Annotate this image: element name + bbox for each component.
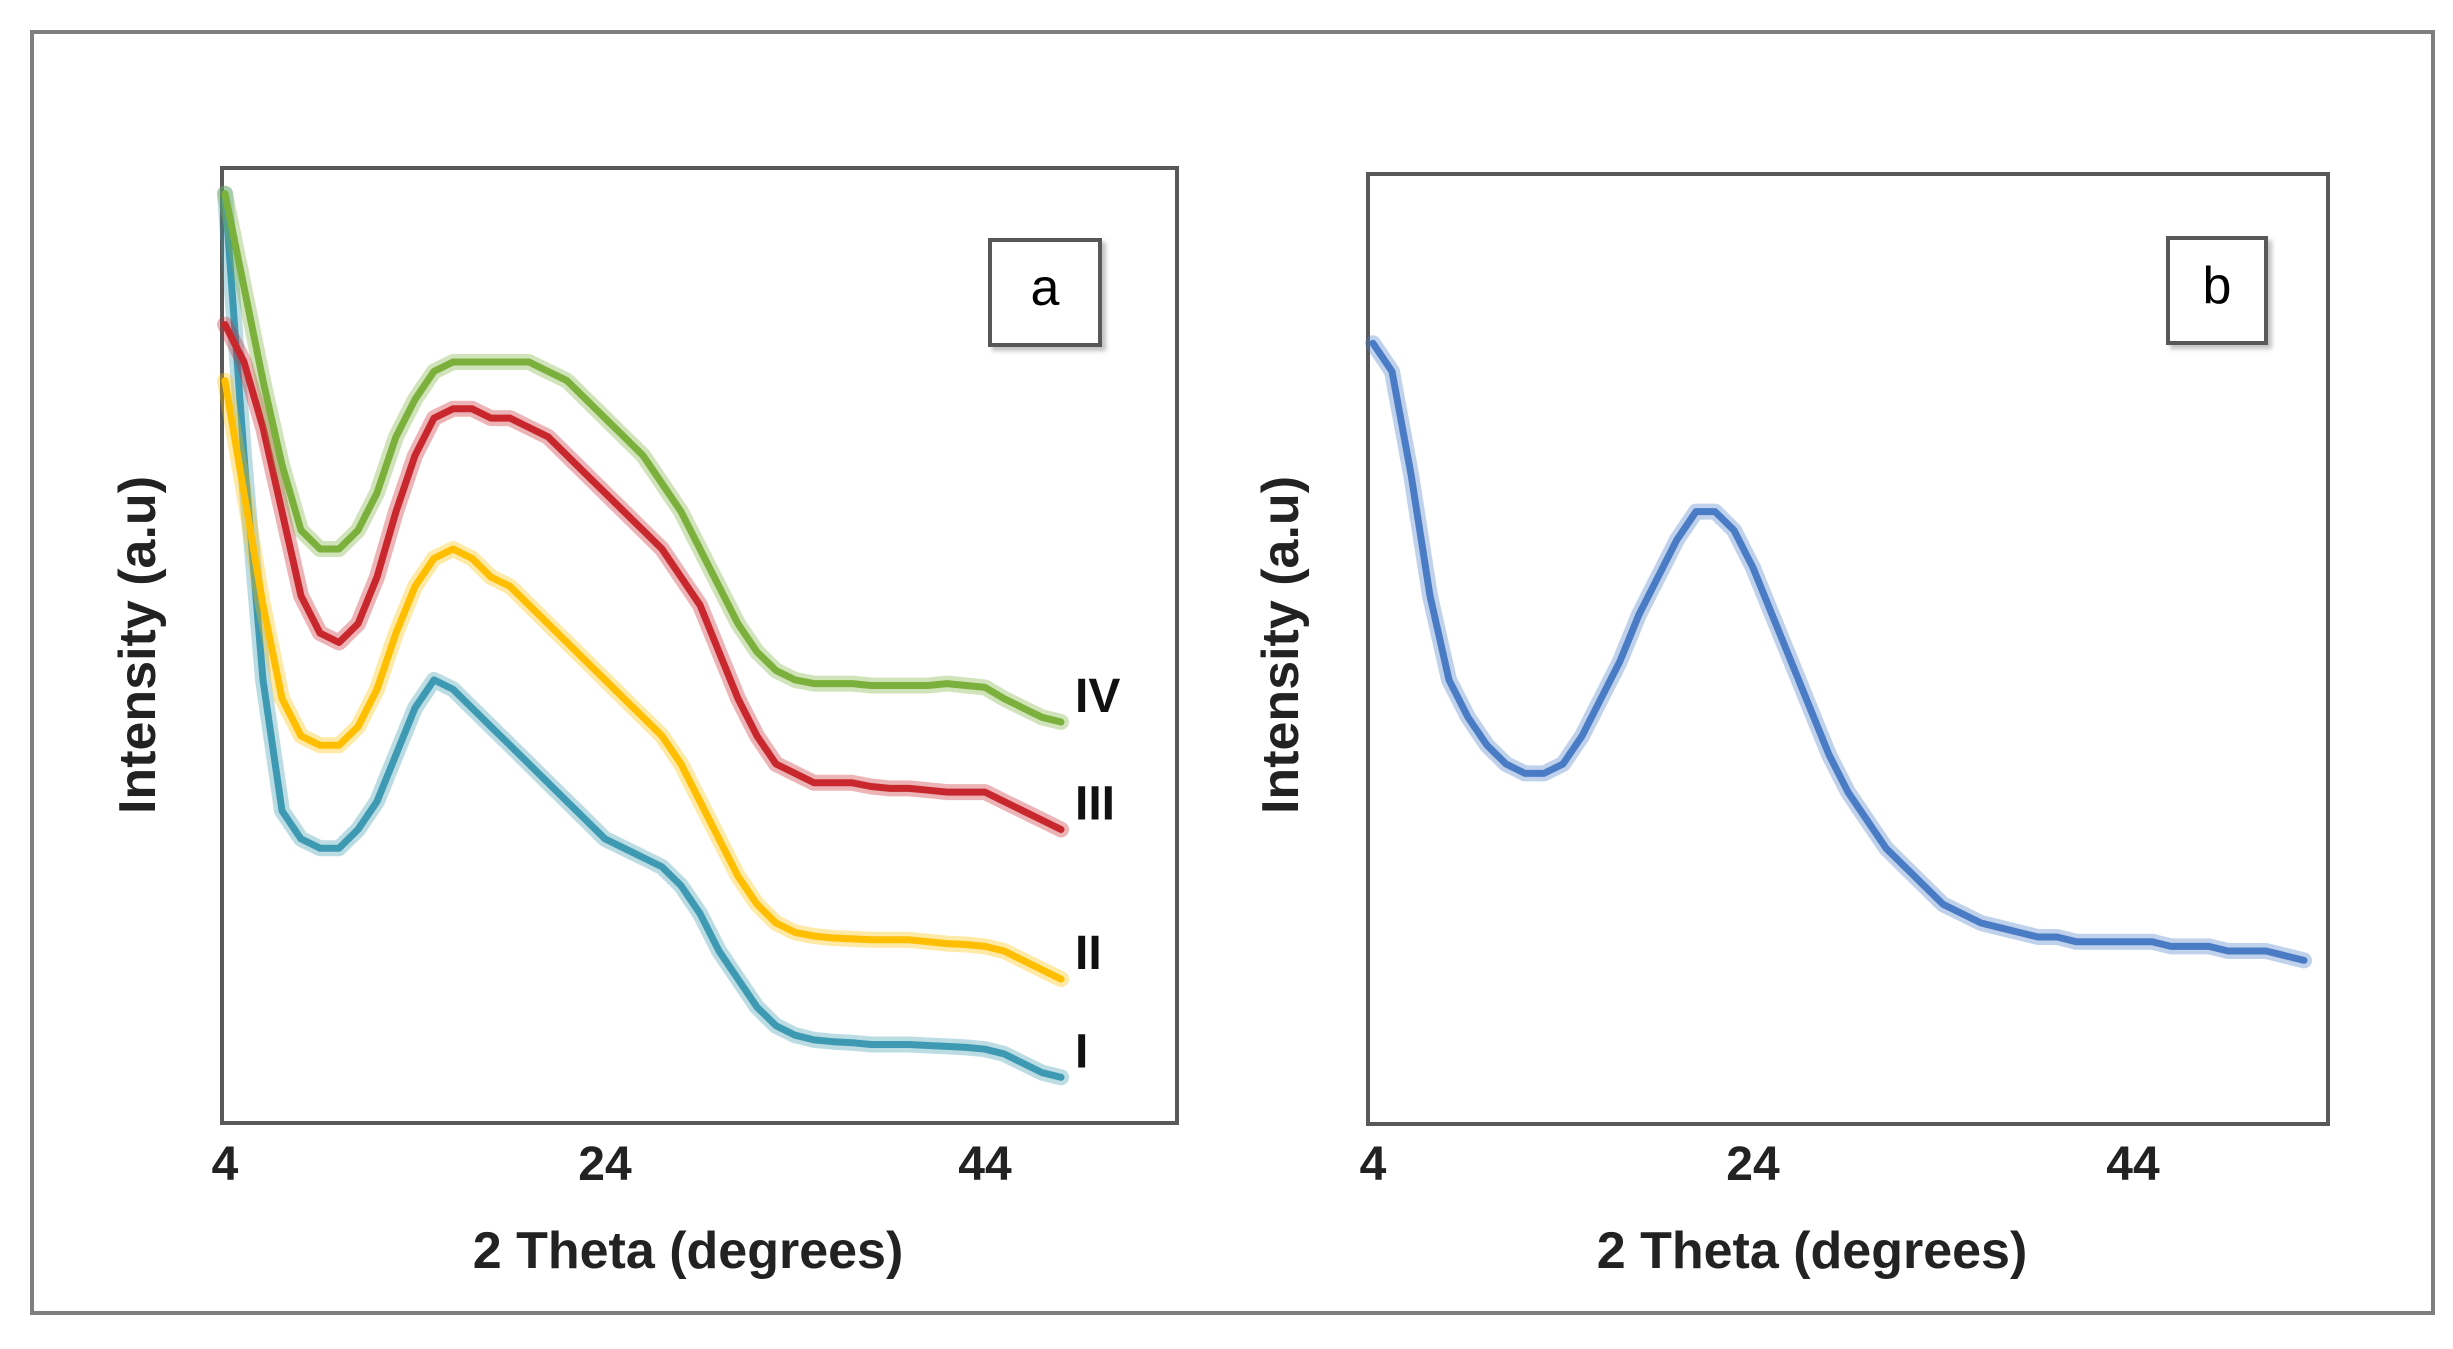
x-tick-label: 24 (1726, 1138, 1780, 1191)
panel-b-label-box: b (2166, 236, 2268, 345)
panel-a-x-ticks: 4 24 44 (212, 1138, 1012, 1191)
series-label-i: I (1075, 1025, 1088, 1078)
series-label-ii: II (1075, 927, 1102, 980)
panel-b-label: b (2203, 257, 2232, 315)
x-tick-label: 44 (2106, 1138, 2160, 1191)
panel-b-series-group (1365, 335, 2312, 969)
panel-b: b 4 24 44 2 Theta (degrees) Intensity (a.u… (1252, 172, 2330, 1280)
x-tick-label: 44 (958, 1138, 1012, 1191)
series-i-line (221, 190, 1065, 1081)
series-label-iii: III (1075, 778, 1115, 831)
series-b-line (1369, 339, 2308, 964)
series-label-iv: IV (1075, 670, 1120, 723)
panel-b-x-axis-label: 2 Theta (degrees) (1597, 1222, 2028, 1280)
panel-b-label-frame (2166, 236, 2268, 345)
series-ii-line (221, 377, 1065, 983)
figure-frame (30, 30, 2435, 1315)
series-iv-line (221, 190, 1065, 726)
panel-a-x-axis-label: 2 Theta (degrees) (473, 1222, 904, 1280)
panel-a-label: a (1031, 259, 1060, 317)
panel-a-label-box: a (988, 238, 1102, 347)
panel-a-label-frame (988, 238, 1102, 347)
panel-a-y-axis-label: Intensity (a.u) (109, 476, 167, 814)
panel-a-series-group (217, 185, 1069, 1086)
series-iii-line (221, 321, 1065, 833)
x-tick-label: 24 (578, 1138, 632, 1191)
x-tick-label: 4 (212, 1138, 239, 1191)
x-tick-label: 4 (1360, 1138, 1387, 1191)
panel-b-y-axis-label: Intensity (a.u) (1252, 476, 1310, 814)
panel-b-x-ticks: 4 24 44 (1360, 1138, 2160, 1191)
